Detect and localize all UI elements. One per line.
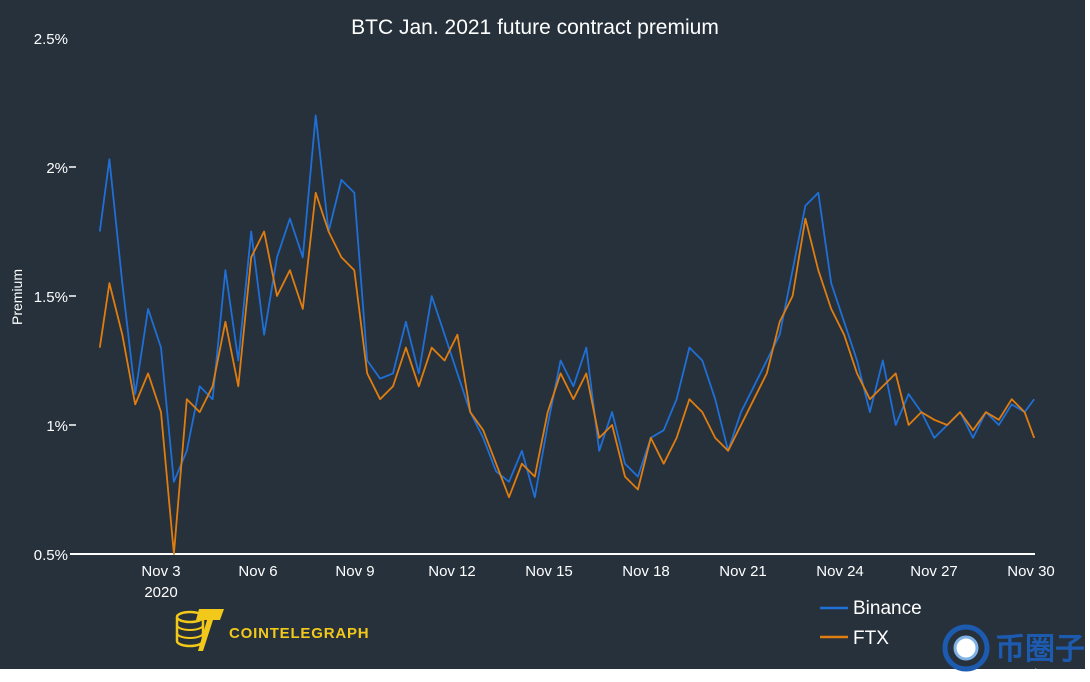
x-tick-label: Nov 9 — [335, 563, 374, 580]
x-tick-label: Nov 6 — [238, 563, 277, 580]
y-tick-label: 1% — [46, 418, 68, 435]
lightning-icon — [196, 609, 224, 651]
120btc-url-text: www.120btc.com — [993, 668, 1070, 679]
y-tick-label: 2% — [46, 160, 68, 177]
cointelegraph-wordmark: COINTELEGRAPH — [229, 625, 369, 642]
series-line-ftx — [98, 191, 1036, 555]
y-tick-label: 0.5% — [34, 547, 68, 564]
y-tick-label: 1.5% — [34, 289, 68, 306]
120btc-logo-icon — [942, 624, 990, 672]
series-line-binance — [98, 114, 1035, 499]
x-tick-label: Nov 3 — [141, 563, 180, 580]
series-layer — [98, 114, 1036, 555]
y-axis: 0.5% 1% 1.5% 2% 2.5% — [34, 31, 76, 564]
coin-stack-icon-rings — [176, 624, 204, 639]
x-tick-label: Nov 27 — [910, 563, 958, 580]
cointelegraph-logo: COINTELEGRAPH — [175, 609, 369, 651]
x-year-label: 2020 — [144, 584, 177, 601]
y-axis-label: Premium — [9, 269, 25, 325]
120btc-logo-inner — [953, 635, 979, 661]
x-tick-label: Nov 15 — [525, 563, 573, 580]
x-tick-label: Nov 21 — [719, 563, 767, 580]
y-tick-label: 2.5% — [34, 31, 68, 48]
120btc-brand-text: 币圈子 — [995, 633, 1085, 666]
legend: Binance FTX — [820, 598, 922, 649]
legend-label-binance: Binance — [853, 598, 922, 619]
x-tick-label: Nov 12 — [428, 563, 476, 580]
x-tick-label: Nov 24 — [816, 563, 864, 580]
chart-background — [0, 0, 1085, 669]
x-axis: Nov 3 Nov 6 Nov 9 Nov 12 Nov 15 Nov 18 N… — [141, 563, 1054, 601]
legend-label-ftx: FTX — [853, 628, 889, 649]
chart-title: BTC Jan. 2021 future contract premium — [351, 16, 719, 39]
x-tick-label: Nov 30 — [1007, 563, 1055, 580]
x-tick-label: Nov 18 — [622, 563, 670, 580]
120btc-watermark: 币圈子 www.120btc.com — [942, 624, 1085, 679]
